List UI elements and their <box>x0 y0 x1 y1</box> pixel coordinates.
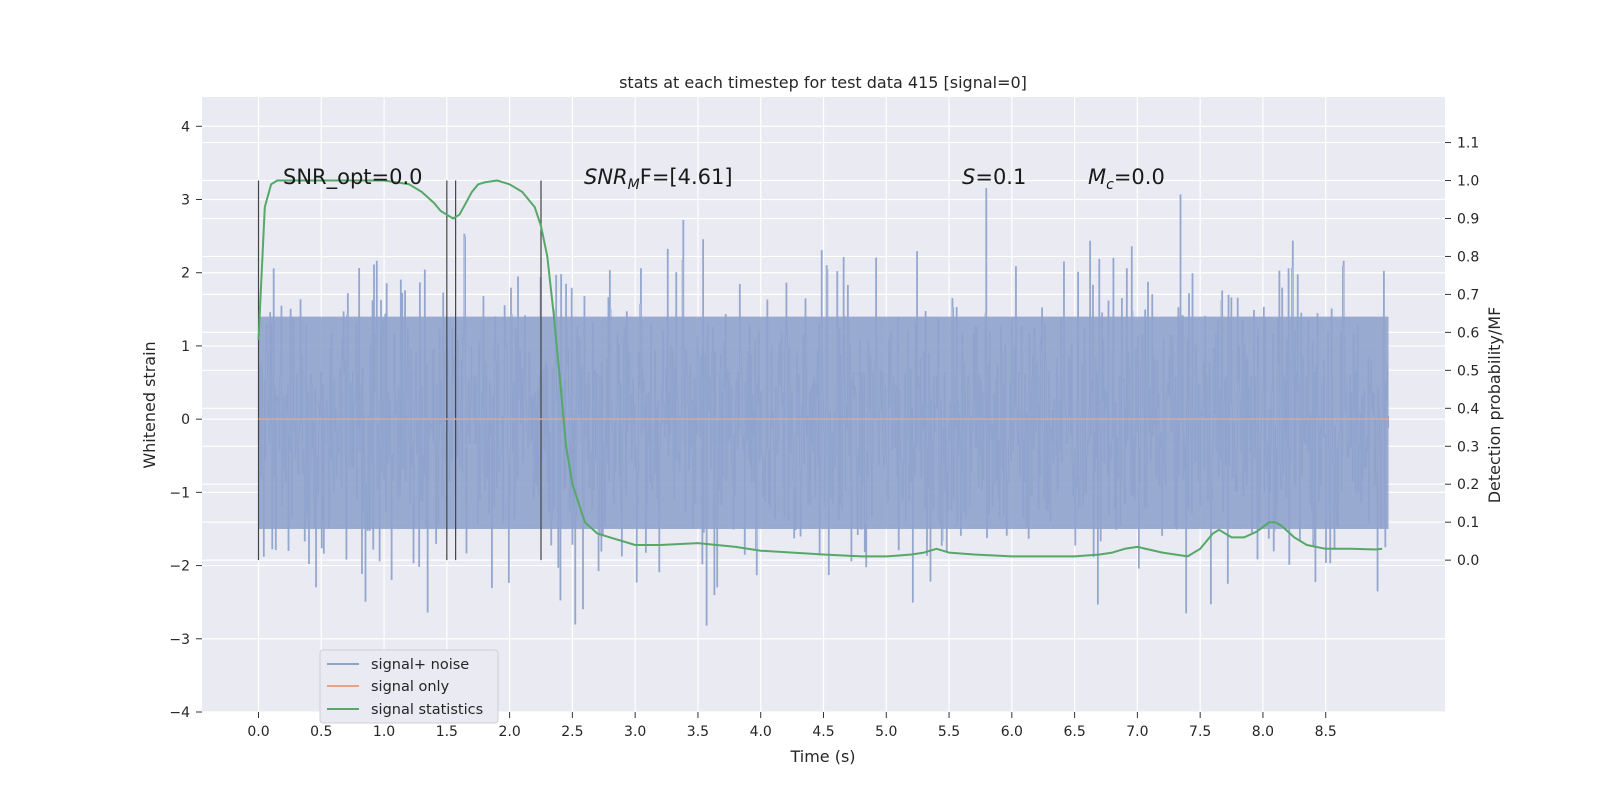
vertical-markers <box>257 180 542 561</box>
x-tick-label: 7.0 <box>1126 724 1148 740</box>
y2-tick-label: 0.3 <box>1457 439 1479 455</box>
annotation-snr-mf-rest: F=[4.61] <box>640 165 733 189</box>
annotation-snr-mf-sub: M <box>628 177 640 193</box>
legend-label-statistics: signal statistics <box>371 702 483 718</box>
y-tick-label: −3 <box>169 632 190 648</box>
annotation-mc-sub: c <box>1106 177 1114 193</box>
x-tick-label: 5.0 <box>875 724 897 740</box>
y2-tick-label: 0.0 <box>1457 553 1479 569</box>
x-tick-label: 4.0 <box>750 724 772 740</box>
signal-statistics-series <box>257 179 1383 558</box>
annotation-s: S=0.1 <box>962 165 1026 189</box>
annotation-snr-opt: SNR_opt=0.0 <box>283 165 423 190</box>
x-tick-label: 8.5 <box>1315 724 1337 740</box>
y-tick-label: −2 <box>169 559 190 575</box>
x-tick-label: 5.5 <box>938 724 960 740</box>
x-tick-label: 7.5 <box>1189 724 1211 740</box>
x-tick-label: 2.5 <box>561 724 583 740</box>
y2-tick-label: 0.7 <box>1457 287 1479 303</box>
signal-statistics-line <box>257 179 1383 558</box>
x-tick-label: 3.0 <box>624 724 646 740</box>
tick-labels: 0.0 0.5 1.0 1.5 2.0 2.5 3.0 3.5 4.0 4.5 5.0 5.5 6.0 6… <box>169 119 1479 740</box>
y2-tick-label: 0.2 <box>1457 477 1479 493</box>
y-tick-label: −1 <box>169 485 190 501</box>
x-tick-label: 0.0 <box>247 724 269 740</box>
y-tick-label: 1 <box>181 339 190 355</box>
y-tick-label: 2 <box>181 266 190 282</box>
x-tick-label: 3.5 <box>687 724 709 740</box>
x-tick-label: 1.0 <box>373 724 395 740</box>
y2-tick-label: 0.9 <box>1457 211 1479 227</box>
y-tick-label: 0 <box>181 412 190 428</box>
legend-box <box>319 649 499 724</box>
y2-tick-label: 0.5 <box>1457 363 1479 379</box>
annotation-s-value: =0.1 <box>975 165 1026 189</box>
legend-label-noise: signal+ noise <box>371 657 469 673</box>
x-tick-label: 1.5 <box>436 724 458 740</box>
chart-title: stats at each timestep for test data 415… <box>619 73 1027 92</box>
y2-axis-label: Detection probability/MF <box>1485 307 1504 504</box>
annotation-mc-value: =0.0 <box>1114 165 1165 189</box>
y2-tick-label: 0.6 <box>1457 325 1479 341</box>
signal-noise-band <box>258 316 1389 529</box>
y2-tick-label: 0.8 <box>1457 249 1479 265</box>
x-tick-label: 8.0 <box>1252 724 1274 740</box>
y2-tick-label: 1.1 <box>1457 136 1479 152</box>
x-tick-label: 4.5 <box>812 724 834 740</box>
annotation-snr-mf: SNRMF=[4.61] <box>584 165 733 193</box>
y2-tick-label: 1.0 <box>1457 174 1479 190</box>
y2-tick-label: 0.4 <box>1457 401 1479 417</box>
x-tick-label: 6.5 <box>1063 724 1085 740</box>
y-tick-label: 3 <box>181 193 190 209</box>
legend: signal+ noise signal only signal statist… <box>319 649 499 724</box>
y-tick-label: 4 <box>181 119 190 135</box>
x-tick-label: 6.0 <box>1001 724 1023 740</box>
annotation-mc-base: M <box>1088 165 1106 189</box>
legend-label-signal: signal only <box>371 679 450 695</box>
x-axis-label: Time (s) <box>789 747 855 766</box>
y-tick-label: −4 <box>169 705 190 721</box>
x-tick-label: 0.5 <box>310 724 332 740</box>
y-axis-label: Whitened strain <box>140 341 159 468</box>
y2-tick-label: 0.1 <box>1457 515 1479 531</box>
annotation-s-symbol: S <box>962 165 975 189</box>
annotation-snr-mf-base: SNR <box>584 165 628 189</box>
annotation-mc: Mc=0.0 <box>1088 165 1165 193</box>
x-tick-label: 2.0 <box>498 724 520 740</box>
